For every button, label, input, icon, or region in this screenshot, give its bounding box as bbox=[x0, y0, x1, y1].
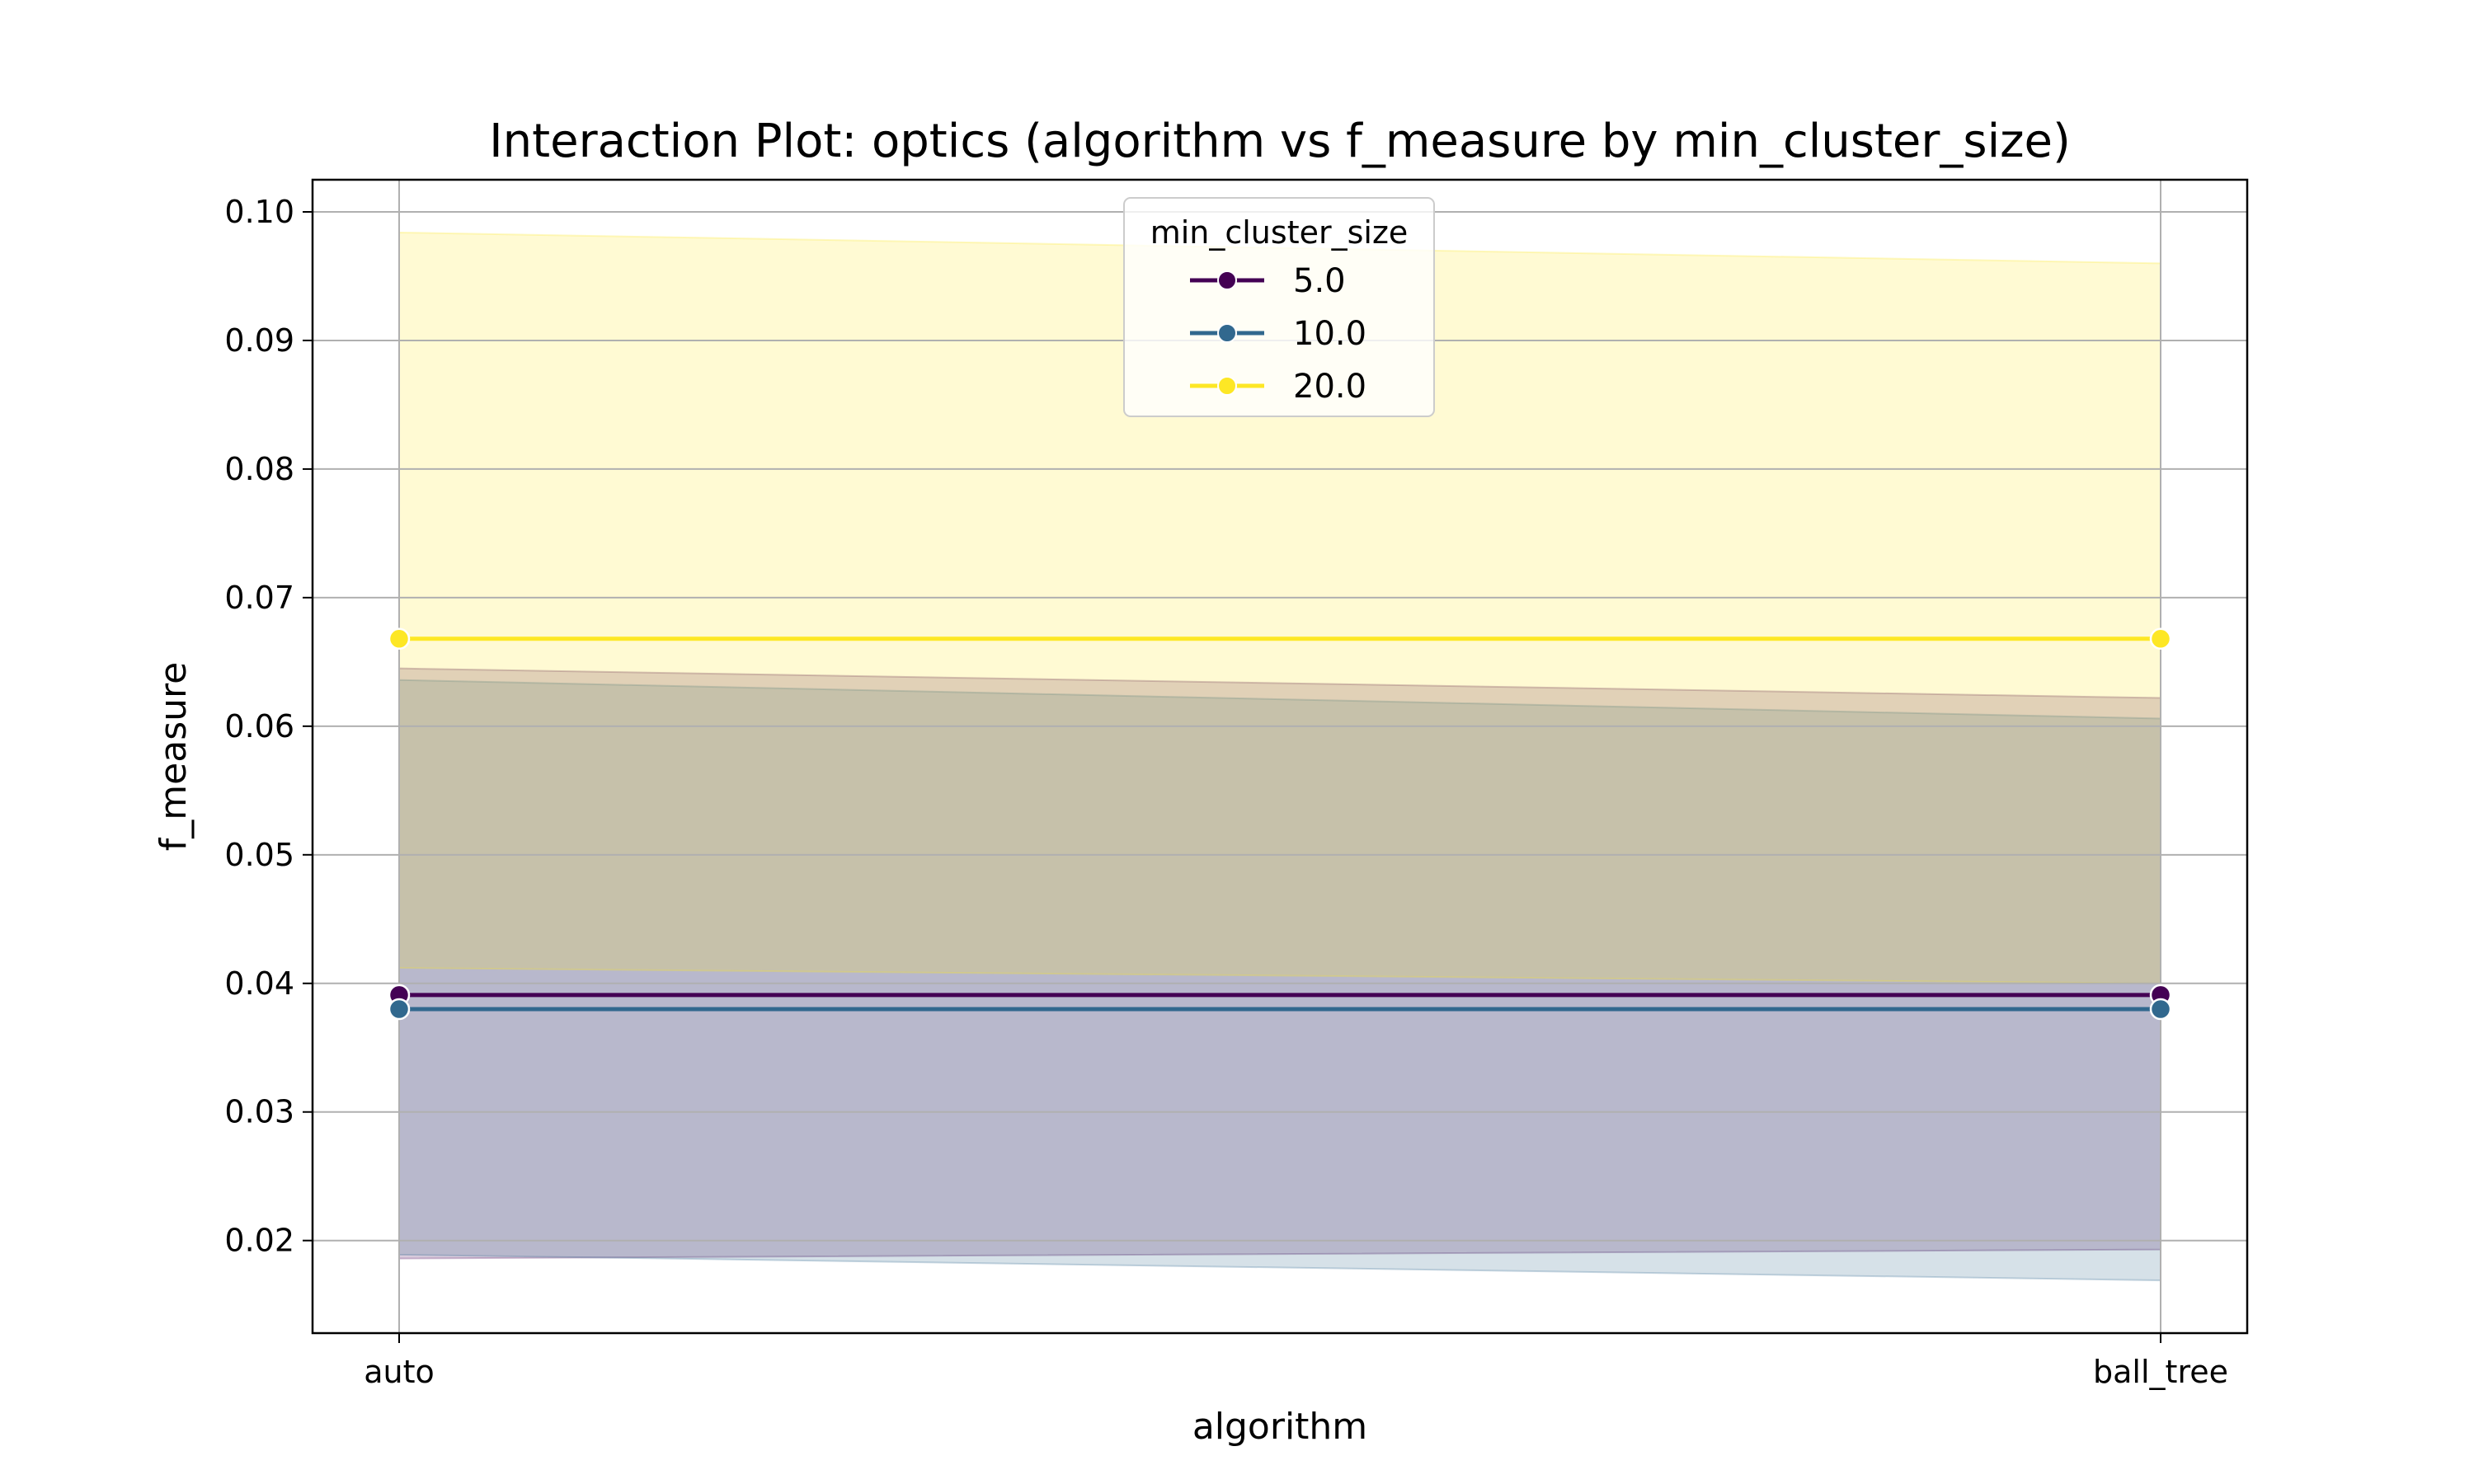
series-lines bbox=[388, 627, 2172, 1021]
y-tick-label: 0.02 bbox=[224, 1223, 294, 1259]
legend-marker bbox=[1217, 323, 1237, 343]
y-tick-label: 0.03 bbox=[224, 1094, 294, 1130]
plot-frame bbox=[311, 178, 2249, 1335]
chart-title: Interaction Plot: optics (algorithm vs f… bbox=[489, 115, 2071, 168]
x-tick-label: auto bbox=[364, 1354, 435, 1390]
y-tick-label: 0.08 bbox=[224, 451, 294, 487]
data-point bbox=[388, 627, 411, 650]
y-tick-label: 0.10 bbox=[224, 194, 294, 230]
x-axis-label: algorithm bbox=[1192, 1406, 1367, 1448]
confidence-bands bbox=[398, 231, 2161, 1282]
y-tick-label: 0.07 bbox=[224, 580, 294, 616]
legend-label: 20.0 bbox=[1293, 368, 1366, 406]
data-point bbox=[2149, 627, 2172, 650]
y-tick-label: 0.04 bbox=[224, 965, 294, 1002]
y-axis-label: f_measure bbox=[153, 662, 195, 851]
y-tick-label: 0.09 bbox=[224, 322, 294, 359]
y-tick-label: 0.06 bbox=[224, 708, 294, 744]
axis-ticks: 0.02 0.03 0.04 0.05 0.06 0.07 0.08 0.09 0.10 auto… bbox=[224, 194, 2228, 1390]
legend-box bbox=[1123, 197, 1435, 417]
legend-label: 5.0 bbox=[1293, 262, 1346, 300]
legend-marker bbox=[1217, 270, 1237, 290]
legend-label: 10.0 bbox=[1293, 315, 1366, 353]
y-tick-label: 0.05 bbox=[224, 837, 294, 873]
x-tick-label: ball_tree bbox=[2093, 1354, 2228, 1390]
legend: min_cluster_size 5.0 10.0 20.0 bbox=[1123, 197, 1435, 417]
data-point bbox=[388, 998, 411, 1021]
data-point bbox=[2149, 998, 2172, 1021]
legend-title: min_cluster_size bbox=[1150, 214, 1409, 251]
legend-marker bbox=[1217, 376, 1237, 396]
